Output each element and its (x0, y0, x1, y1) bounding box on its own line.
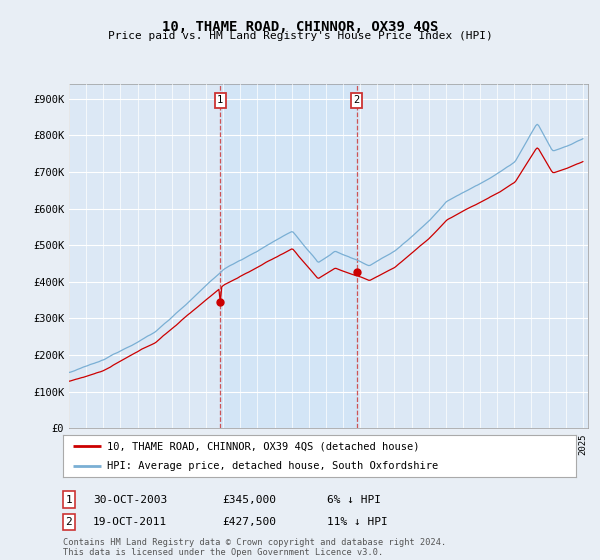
Text: £345,000: £345,000 (222, 494, 276, 505)
Text: £427,500: £427,500 (222, 517, 276, 527)
Text: HPI: Average price, detached house, South Oxfordshire: HPI: Average price, detached house, Sout… (107, 461, 438, 471)
Text: 10, THAME ROAD, CHINNOR, OX39 4QS: 10, THAME ROAD, CHINNOR, OX39 4QS (162, 20, 438, 34)
Text: 6% ↓ HPI: 6% ↓ HPI (327, 494, 381, 505)
Text: 10, THAME ROAD, CHINNOR, OX39 4QS (detached house): 10, THAME ROAD, CHINNOR, OX39 4QS (detac… (107, 441, 419, 451)
Text: 19-OCT-2011: 19-OCT-2011 (93, 517, 167, 527)
Bar (220, 84, 357, 428)
Text: Price paid vs. HM Land Registry's House Price Index (HPI): Price paid vs. HM Land Registry's House … (107, 31, 493, 41)
Text: 2: 2 (353, 96, 360, 105)
Text: 11% ↓ HPI: 11% ↓ HPI (327, 517, 388, 527)
Text: 30-OCT-2003: 30-OCT-2003 (93, 494, 167, 505)
Text: 1: 1 (65, 494, 73, 505)
Text: 2: 2 (65, 517, 73, 527)
Text: Contains HM Land Registry data © Crown copyright and database right 2024.
This d: Contains HM Land Registry data © Crown c… (63, 538, 446, 557)
Text: 1: 1 (217, 96, 223, 105)
